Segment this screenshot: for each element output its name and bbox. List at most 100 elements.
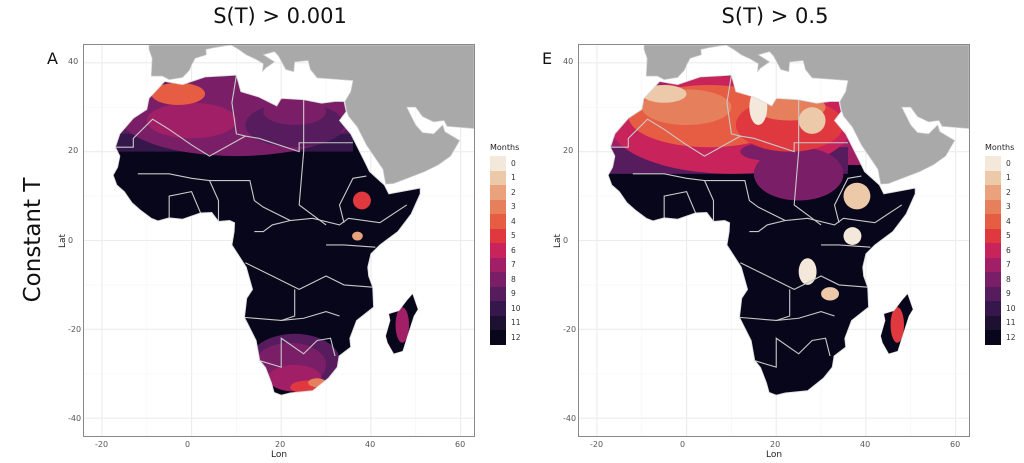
legend-entry: 3 bbox=[985, 199, 1024, 214]
legend-entry: 8 bbox=[490, 272, 540, 287]
legend-label: 12 bbox=[511, 332, 521, 342]
x-tick-label: -20 bbox=[95, 440, 109, 449]
map-panel bbox=[83, 44, 475, 437]
legend-swatch bbox=[490, 315, 506, 330]
country-border bbox=[726, 75, 741, 137]
legend-label: 3 bbox=[511, 202, 516, 212]
legend-entry: 3 bbox=[490, 199, 540, 214]
country-border bbox=[739, 311, 835, 322]
x-tick-label: -20 bbox=[590, 440, 604, 449]
legend-entry: 11 bbox=[985, 315, 1024, 330]
raster-region bbox=[263, 98, 327, 125]
raster-region bbox=[749, 89, 768, 125]
country-border bbox=[610, 118, 848, 157]
legend-entry: 5 bbox=[985, 228, 1024, 243]
country-border bbox=[632, 173, 903, 226]
map-panel bbox=[578, 44, 970, 437]
legend-entry: 0 bbox=[490, 156, 540, 171]
country-border bbox=[258, 337, 336, 368]
months-legend: Months 0 1 2 3 4 5 6 7 8 9 10 11 12 bbox=[490, 143, 540, 345]
panel-letter: E bbox=[542, 49, 553, 68]
legend-swatch bbox=[985, 170, 1001, 185]
x-tick-label: 40 bbox=[365, 440, 376, 449]
legend-label: 9 bbox=[511, 289, 516, 299]
legend-entry: 0 bbox=[985, 156, 1024, 171]
legend-entry: 12 bbox=[985, 330, 1024, 345]
legend-label: 2 bbox=[1006, 187, 1011, 197]
legend-label: 6 bbox=[1006, 245, 1011, 255]
legend-label: 0 bbox=[511, 158, 516, 168]
country-border bbox=[244, 311, 340, 322]
country-border bbox=[833, 175, 862, 223]
country-border bbox=[254, 219, 291, 233]
x-axis-label: Lon bbox=[766, 450, 783, 460]
row-label: Constant T bbox=[20, 177, 46, 303]
legend-entry: 7 bbox=[490, 257, 540, 272]
legend-swatch bbox=[985, 257, 1001, 272]
legend-label: 9 bbox=[1006, 289, 1011, 299]
legend-entry: 1 bbox=[490, 170, 540, 185]
legend-label: 12 bbox=[1006, 332, 1016, 342]
legend-entry: 12 bbox=[490, 330, 540, 345]
legend-title: Months bbox=[985, 143, 1015, 152]
country-border bbox=[245, 262, 373, 290]
legend-label: 3 bbox=[1006, 202, 1011, 212]
raster-region bbox=[798, 107, 826, 134]
raster-region bbox=[352, 231, 363, 241]
legend-swatch bbox=[985, 272, 1001, 287]
country-border bbox=[168, 190, 202, 218]
y-tick-label: 0 bbox=[68, 235, 74, 245]
legend-entry: 11 bbox=[490, 315, 540, 330]
raster-region bbox=[352, 191, 371, 210]
raster-region bbox=[798, 258, 817, 285]
country-border bbox=[338, 175, 367, 223]
legend-swatch bbox=[490, 243, 506, 258]
legend-swatch bbox=[490, 185, 506, 200]
legend-label: 10 bbox=[511, 303, 521, 313]
madagascar-outline bbox=[385, 293, 419, 355]
raster-region bbox=[753, 147, 844, 201]
raster-region bbox=[151, 82, 206, 105]
raster-region bbox=[395, 307, 409, 343]
panel-title: S(T) > 0.5 bbox=[721, 4, 829, 28]
legend-swatch bbox=[490, 301, 506, 316]
country-border bbox=[776, 289, 791, 322]
x-tick-label: 60 bbox=[950, 440, 961, 449]
map-svg bbox=[84, 45, 474, 436]
legend-swatch bbox=[490, 170, 506, 185]
legend-entry: 4 bbox=[985, 214, 1024, 229]
y-tick-label: 40 bbox=[68, 56, 79, 66]
legend-label: 11 bbox=[1006, 318, 1016, 328]
y-tick-label: -20 bbox=[68, 325, 82, 335]
madagascar-outline bbox=[880, 293, 914, 355]
country-border bbox=[209, 180, 220, 222]
x-tick-label: 20 bbox=[275, 440, 286, 449]
country-border bbox=[663, 190, 697, 218]
legend-label: 4 bbox=[511, 216, 516, 226]
panel-title: S(T) > 0.001 bbox=[213, 4, 347, 28]
legend-swatch bbox=[490, 257, 506, 272]
raster-region bbox=[821, 287, 839, 301]
raster-region bbox=[641, 84, 687, 103]
legend-swatch bbox=[490, 272, 506, 287]
legend-swatch bbox=[985, 214, 1001, 229]
country-border bbox=[749, 219, 786, 233]
legend-swatch bbox=[490, 199, 506, 214]
legend-swatch bbox=[985, 243, 1001, 258]
y-tick-label: 0 bbox=[563, 235, 569, 245]
legend-swatch bbox=[985, 315, 1001, 330]
legend-swatch bbox=[985, 286, 1001, 301]
legend-entry: 1 bbox=[985, 170, 1024, 185]
legend-label: 5 bbox=[511, 231, 516, 241]
country-border bbox=[326, 244, 376, 248]
legend-swatch bbox=[985, 185, 1001, 200]
legend-swatch bbox=[490, 286, 506, 301]
map-svg bbox=[579, 45, 969, 436]
legend-label: 7 bbox=[1006, 260, 1011, 270]
country-border bbox=[231, 75, 246, 137]
legend-swatch bbox=[490, 330, 506, 345]
raster-region bbox=[146, 102, 237, 139]
country-border bbox=[740, 262, 868, 290]
y-tick-label: 20 bbox=[563, 146, 574, 156]
legend-swatch bbox=[490, 228, 506, 243]
